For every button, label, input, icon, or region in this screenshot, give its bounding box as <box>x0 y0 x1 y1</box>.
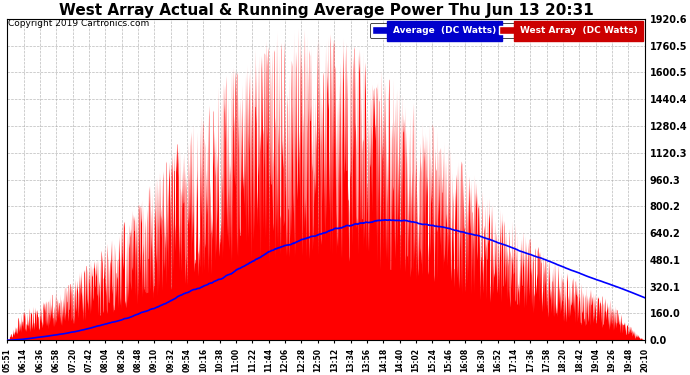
Text: Copyright 2019 Cartronics.com: Copyright 2019 Cartronics.com <box>8 19 149 28</box>
Title: West Array Actual & Running Average Power Thu Jun 13 20:31: West Array Actual & Running Average Powe… <box>59 3 593 18</box>
Legend: Average  (DC Watts), West Array  (DC Watts): Average (DC Watts), West Array (DC Watts… <box>370 24 640 38</box>
